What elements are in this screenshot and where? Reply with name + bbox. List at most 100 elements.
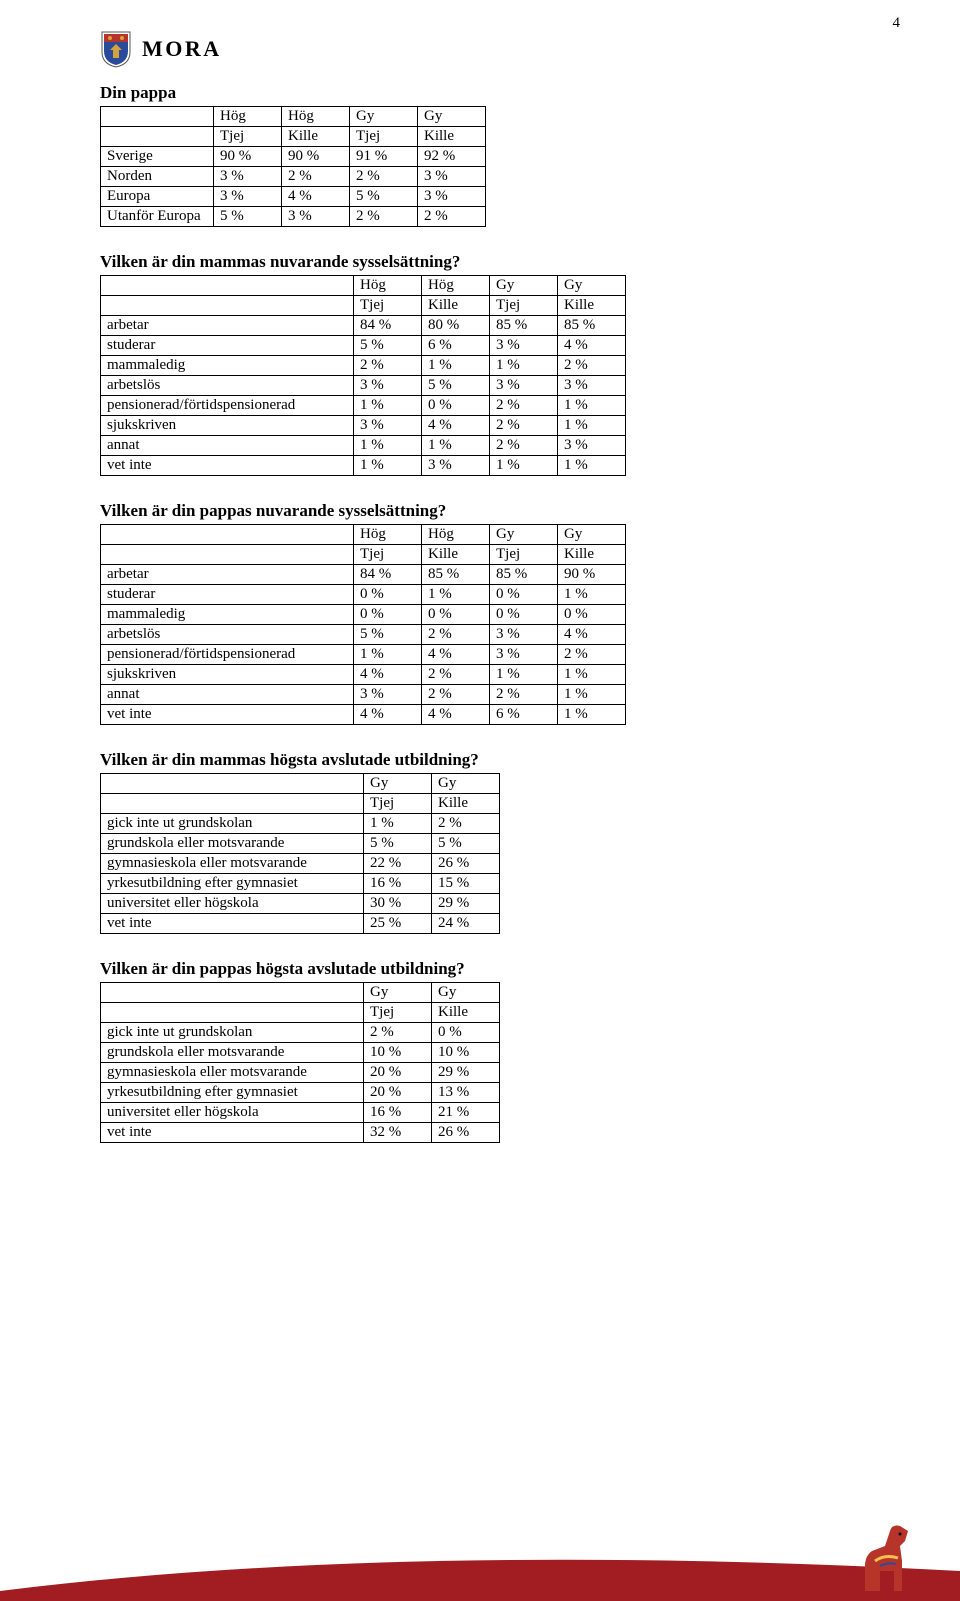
table-header-cell: Hög [422, 525, 490, 545]
table-cell: 1 % [354, 456, 422, 476]
table1-title: Din pappa [100, 83, 900, 103]
table-row: mammaledig0 %0 %0 %0 % [101, 605, 626, 625]
table-cell: 25 % [364, 914, 432, 934]
table-row: mammaledig2 %1 %1 %2 % [101, 356, 626, 376]
table1: HögHögGyGyTjejKilleTjejKilleSverige90 %9… [100, 106, 486, 227]
table-row: grundskola eller motsvarande5 %5 % [101, 834, 500, 854]
table-cell: 5 % [432, 834, 500, 854]
table-row-label: studerar [101, 585, 354, 605]
table-cell: 3 % [354, 685, 422, 705]
table-cell: 15 % [432, 874, 500, 894]
table-header-cell: Kille [418, 127, 486, 147]
table2-title: Vilken är din mammas nuvarande sysselsät… [100, 252, 900, 272]
table-row: Utanför Europa5 %3 %2 %2 % [101, 207, 486, 227]
table-cell: 4 % [558, 625, 626, 645]
table-cell: 1 % [558, 685, 626, 705]
table-row: universitet eller högskola30 %29 % [101, 894, 500, 914]
table-row: vet inte1 %3 %1 %1 % [101, 456, 626, 476]
table-header-cell: Gy [432, 774, 500, 794]
table-cell: 4 % [422, 705, 490, 725]
table-header-cell: Tjej [490, 545, 558, 565]
table-header-cell: Hög [354, 525, 422, 545]
table-row-label: Norden [101, 167, 214, 187]
table-cell: 1 % [490, 665, 558, 685]
table-cell: 1 % [558, 705, 626, 725]
table-header-cell: Gy [350, 107, 418, 127]
table-cell: 3 % [422, 456, 490, 476]
table-row: vet inte32 %26 % [101, 1123, 500, 1143]
table-header-cell: Gy [432, 983, 500, 1003]
table-header-cell: Tjej [490, 296, 558, 316]
table-row: Sverige90 %90 %91 %92 % [101, 147, 486, 167]
table-header-cell: Kille [558, 545, 626, 565]
table-header-cell: Hög [214, 107, 282, 127]
table-cell: 3 % [214, 187, 282, 207]
table-header-cell: Gy [364, 774, 432, 794]
table-row-label: universitet eller högskola [101, 894, 364, 914]
table-row-label: sjukskriven [101, 665, 354, 685]
table-cell: 1 % [490, 356, 558, 376]
table-header-row: TjejKille [101, 1003, 500, 1023]
table-row-label: mammaledig [101, 356, 354, 376]
table-row-label: gick inte ut grundskolan [101, 1023, 364, 1043]
table-row-label: gymnasieskola eller motsvarande [101, 854, 364, 874]
table-header-row: TjejKilleTjejKille [101, 545, 626, 565]
table-header-cell: Gy [364, 983, 432, 1003]
table-cell: 1 % [558, 665, 626, 685]
table-cell: 90 % [282, 147, 350, 167]
table-cell: 80 % [422, 316, 490, 336]
table-cell: 16 % [364, 1103, 432, 1123]
table-row-label: arbetslös [101, 625, 354, 645]
table-row-label: grundskola eller motsvarande [101, 834, 364, 854]
table-cell: 29 % [432, 1063, 500, 1083]
table-cell: 3 % [490, 645, 558, 665]
table-row: sjukskriven4 %2 %1 %1 % [101, 665, 626, 685]
table-header-cell: Gy [558, 525, 626, 545]
brand-logo: MORA [100, 30, 900, 68]
table-header-row: GyGy [101, 774, 500, 794]
table-row: grundskola eller motsvarande10 %10 % [101, 1043, 500, 1063]
table-cell: 0 % [422, 396, 490, 416]
table-header-cell: Gy [418, 107, 486, 127]
table-cell: 26 % [432, 1123, 500, 1143]
table-row-label: pensionerad/förtidspensionerad [101, 645, 354, 665]
table-row: yrkesutbildning efter gymnasiet20 %13 % [101, 1083, 500, 1103]
table-cell: 1 % [364, 814, 432, 834]
table-cell: 10 % [432, 1043, 500, 1063]
table-header-cell: Kille [432, 1003, 500, 1023]
table-cell: 30 % [364, 894, 432, 914]
table-row: pensionerad/förtidspensionerad1 %0 %2 %1… [101, 396, 626, 416]
table-header-cell [101, 296, 354, 316]
table-cell: 0 % [490, 585, 558, 605]
table-cell: 2 % [558, 356, 626, 376]
table-cell: 1 % [558, 396, 626, 416]
table-cell: 2 % [490, 685, 558, 705]
table-row-label: arbetar [101, 316, 354, 336]
table-row: pensionerad/förtidspensionerad1 %4 %3 %2… [101, 645, 626, 665]
table-row-label: annat [101, 436, 354, 456]
table5: GyGyTjejKillegick inte ut grundskolan2 %… [100, 982, 500, 1143]
table-cell: 16 % [364, 874, 432, 894]
table-row-label: arbetar [101, 565, 354, 585]
table-cell: 3 % [214, 167, 282, 187]
table-cell: 2 % [558, 645, 626, 665]
table-cell: 20 % [364, 1083, 432, 1103]
footer-swoosh-icon [0, 1531, 960, 1601]
table-cell: 91 % [350, 147, 418, 167]
table-cell: 1 % [354, 645, 422, 665]
table-row: Europa3 %4 %5 %3 % [101, 187, 486, 207]
table-cell: 5 % [354, 336, 422, 356]
table-cell: 1 % [558, 456, 626, 476]
table-header-row: TjejKilleTjejKille [101, 127, 486, 147]
table-cell: 10 % [364, 1043, 432, 1063]
table-header-cell [101, 127, 214, 147]
table-cell: 22 % [364, 854, 432, 874]
table-header-row: HögHögGyGy [101, 276, 626, 296]
table-cell: 0 % [432, 1023, 500, 1043]
table-header-cell [101, 774, 364, 794]
table-header-cell: Kille [558, 296, 626, 316]
brand-name: MORA [142, 36, 222, 62]
table-cell: 5 % [364, 834, 432, 854]
table-cell: 3 % [418, 187, 486, 207]
table-cell: 85 % [558, 316, 626, 336]
